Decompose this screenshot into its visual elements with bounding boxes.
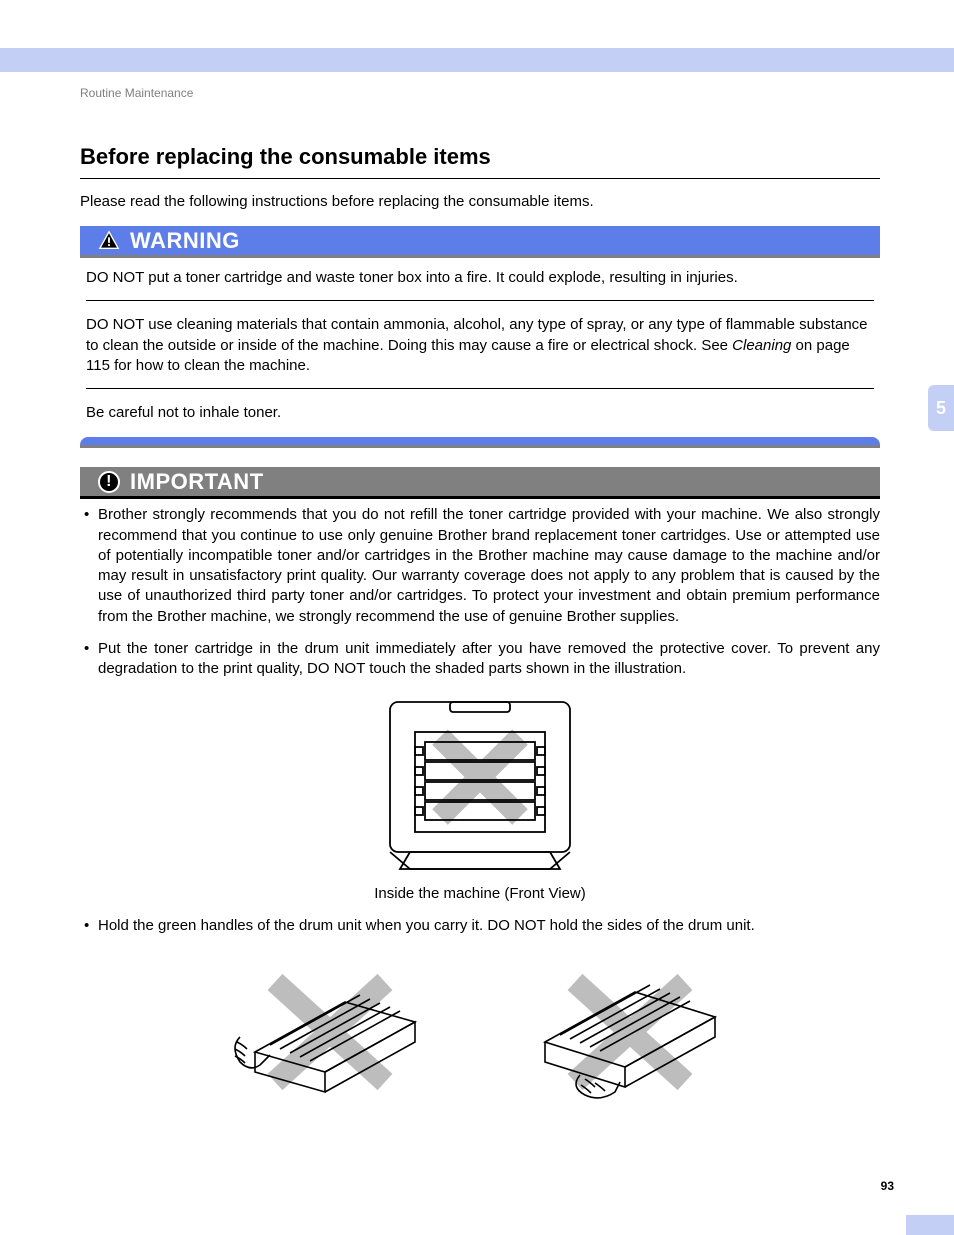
printer-figure [80,697,880,877]
breadcrumb: Routine Maintenance [80,86,880,100]
important-text: IMPORTANT [130,469,264,495]
page-content: Routine Maintenance Before replacing the… [80,86,880,1107]
cleaning-link[interactable]: Cleaning [732,337,791,354]
warning-text: WARNING [130,228,240,254]
important-label: ! IMPORTANT [80,467,276,496]
drum-figure-left [225,957,435,1107]
important-list-2: Hold the green handles of the drum unit … [80,916,880,936]
important-banner: ! IMPORTANT [80,467,880,499]
list-item: Hold the green handles of the drum unit … [80,916,880,936]
warning-sep1 [86,300,874,301]
list-item: Put the toner cartridge in the drum unit… [80,639,880,680]
warning-close-bar [80,437,880,445]
warning-p3: Be careful not to inhale toner. [80,403,880,423]
warning-sep2 [86,388,874,389]
chapter-number: 5 [936,398,946,419]
page-number: 93 [881,1179,894,1193]
header-bar [0,48,954,72]
warning-label: WARNING [80,226,252,255]
warning-banner: WARNING [80,226,880,258]
chapter-tab: 5 [928,385,954,431]
important-bang-icon: ! [98,471,120,493]
warning-p2: DO NOT use cleaning materials that conta… [80,315,880,376]
figure-caption: Inside the machine (Front View) [80,885,880,902]
footer-tab [906,1215,954,1235]
important-list: Brother strongly recommends that you do … [80,505,880,679]
warning-triangle-icon [98,230,120,252]
intro-text: Please read the following instructions b… [80,193,880,210]
warning-p1: DO NOT put a toner cartridge and waste t… [80,268,880,288]
title-rule [80,178,880,179]
drum-figures [80,957,880,1107]
list-item: Brother strongly recommends that you do … [80,505,880,627]
drum-figure-right [525,957,735,1107]
page-title: Before replacing the consumable items [80,144,880,170]
